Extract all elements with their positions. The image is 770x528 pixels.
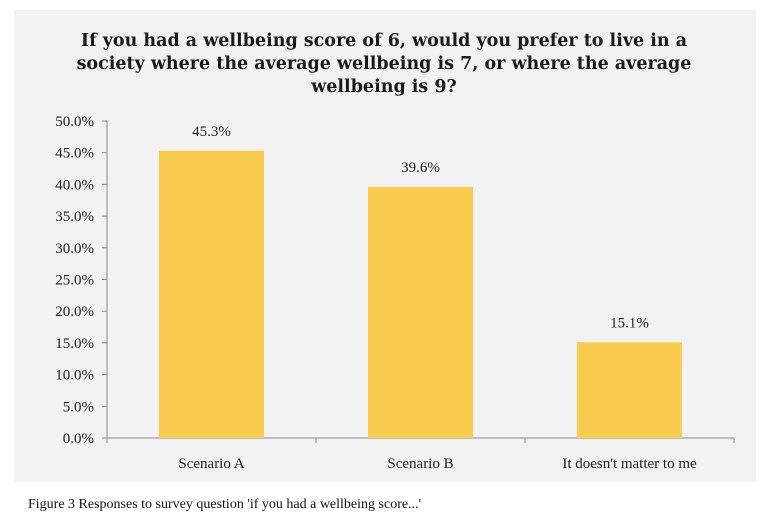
data-label: 39.6% [401,160,440,176]
chart-title: If you had a wellbeing score of 6, would… [76,31,692,97]
bar-1 [159,150,264,438]
y-tick-label: 25.0% [55,273,94,289]
category-label: Scenario B [387,456,453,472]
y-tick-label: 40.0% [55,177,94,193]
y-tick-label: 10.0% [55,368,94,384]
category-label: It doesn't matter to me [562,456,697,472]
bar-2 [368,186,473,438]
y-tick-label: 15.0% [55,336,94,352]
y-tick-label: 45.0% [55,146,94,162]
y-tick-label: 50.0% [55,114,94,130]
y-tick-label: 30.0% [55,241,94,257]
y-tick-label: 20.0% [55,304,94,320]
y-tick-label: 0.0% [63,431,94,447]
bar-3 [577,342,682,438]
y-tick-label: 5.0% [63,399,94,415]
data-label: 15.1% [610,315,649,331]
figure-caption: Figure 3 Responses to survey question 'i… [28,497,422,512]
y-tick-label: 35.0% [55,209,94,225]
category-label: Scenario A [178,456,244,472]
chart-panel: If you had a wellbeing score of 6, would… [14,10,756,482]
bar-chart: 0.0% 5.0% 10.0% 15.0% 20.0% 25.0% 30.0% 35.0% 40… [55,114,735,472]
data-label: 45.3% [192,124,231,140]
